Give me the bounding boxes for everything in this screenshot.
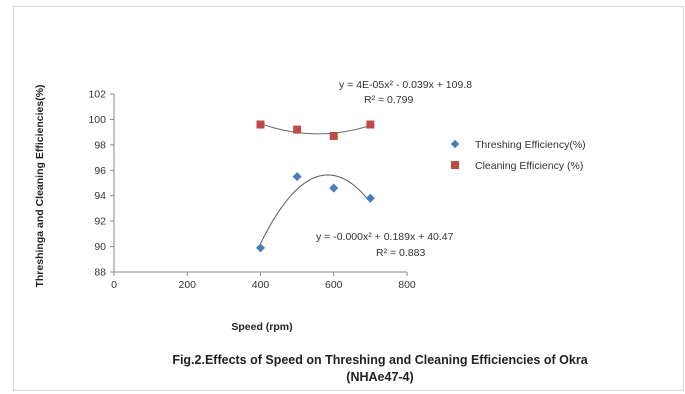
x-tick-label: 200: [178, 279, 196, 291]
trendlines: [260, 123, 371, 244]
y-tick-label: 102: [88, 89, 106, 101]
y-tick-label: 92: [94, 216, 106, 228]
threshing-trendline: [260, 174, 371, 244]
cleaning-trend-r2: R² = 0.799: [364, 94, 413, 106]
threshing-data-point: [365, 193, 375, 203]
legend-label-threshing: Threshing Efficiency(%): [475, 139, 586, 151]
x-axis-label: Speed (rpm): [231, 321, 292, 333]
cleaning-trendline: [260, 123, 371, 135]
cleaning-data-point: [329, 131, 338, 140]
y-tick-label: 96: [94, 165, 106, 177]
legend-marker-cleaning: [451, 161, 459, 169]
x-tick-label: 0: [111, 279, 117, 291]
axes: 88 90 92 94 96 98 100 102 0 200 400 600 800: [88, 89, 415, 292]
x-tick-label: 800: [398, 279, 416, 291]
figure-caption: Fig.2.Effects of Speed on Threshing and …: [60, 352, 685, 386]
y-tick-label: 90: [94, 241, 106, 253]
cleaning-data-point: [256, 120, 265, 129]
chart-frame: [13, 6, 684, 391]
legend-entry-threshing: Threshing Efficiency(%): [450, 139, 586, 151]
y-tick-label: 94: [94, 190, 106, 202]
legend-label-cleaning: Cleaning Efficiency (%): [475, 160, 583, 172]
caption-line-1: Fig.2.Effects of Speed on Threshing and …: [172, 353, 588, 367]
y-tick-label: 98: [94, 139, 106, 151]
y-axis-label: Threshinga and Cleaning Efficiencies(%): [34, 84, 46, 287]
threshing-data-point: [255, 243, 266, 253]
caption-line-2: (NHAe47-4): [346, 370, 414, 384]
threshing-trend-r2: R² = 0.883: [376, 247, 425, 259]
legend-marker-threshing: [450, 139, 460, 149]
legend: Threshing Efficiency(%) Cleaning Efficie…: [450, 139, 586, 172]
cleaning-data-point: [366, 120, 375, 129]
threshing-trend-equation: y = -0.000x² + 0.189x + 40.47: [316, 231, 454, 243]
x-tick-label: 400: [252, 279, 270, 291]
x-tick-label: 600: [325, 279, 343, 291]
y-tick-label: 88: [94, 267, 106, 279]
threshing-data-point: [292, 172, 302, 182]
threshing-data-point: [329, 183, 339, 193]
legend-entry-cleaning: Cleaning Efficiency (%): [451, 160, 583, 172]
cleaning-data-point: [293, 125, 302, 134]
cleaning-trend-equation: y = 4E-05x² - 0.039x + 109.8: [339, 79, 472, 91]
y-tick-label: 100: [88, 114, 106, 126]
